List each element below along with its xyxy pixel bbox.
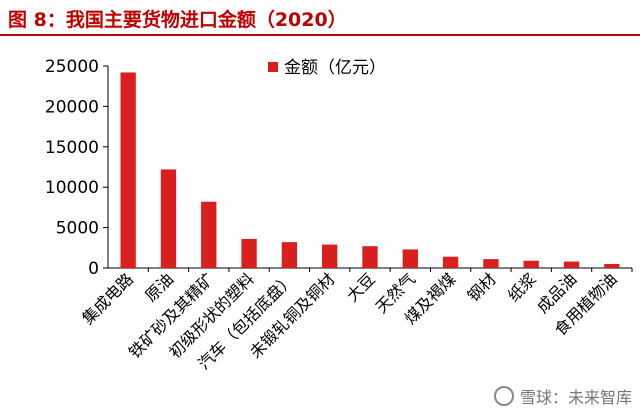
x-tick-label: 大豆 (343, 269, 379, 305)
y-tick-label: 20000 (45, 97, 99, 117)
bar (241, 238, 257, 268)
legend-swatch (268, 62, 278, 72)
y-tick-label: 25000 (45, 57, 99, 77)
watermark: 雪球：未来智库 (493, 384, 632, 408)
bar (160, 169, 177, 268)
bar (483, 259, 499, 268)
bar (281, 242, 298, 268)
bar (604, 263, 620, 268)
y-tick-label: 0 (88, 259, 99, 279)
legend-label: 金额（亿元） (284, 58, 386, 78)
x-tick-label: 钢材 (464, 269, 500, 305)
x-tick-label: 原油 (141, 269, 177, 305)
bar (322, 244, 338, 268)
snowball-logo-icon (493, 386, 514, 406)
figure-title-bar: 图 8：我国主要货物进口金额（2020） (0, 0, 640, 36)
bar (120, 72, 136, 268)
legend: 金额（亿元） (268, 58, 386, 78)
bar (362, 246, 378, 268)
bar (563, 261, 580, 268)
x-tick-label: 集成电路 (78, 269, 137, 328)
y-axis: 0 5000 10000 15000 20000 25000 (45, 57, 109, 279)
y-tick-label: 15000 (45, 138, 99, 158)
y-tick-label: 5000 (56, 219, 99, 239)
x-tick-label: 纸浆 (504, 269, 540, 305)
bars (120, 72, 620, 268)
bar (201, 201, 217, 268)
bar (442, 256, 459, 268)
y-tick-label: 10000 (45, 178, 99, 198)
watermark-text: 雪球：未来智库 (519, 388, 632, 407)
bar (523, 260, 539, 268)
bar (402, 249, 418, 268)
bar-chart: 0 5000 10000 15000 20000 25000 集成电路 原油铁矿砂及其精矿初… (45, 57, 633, 373)
figure-title: 图 8：我国主要货物进口金额（2020） (8, 9, 347, 31)
